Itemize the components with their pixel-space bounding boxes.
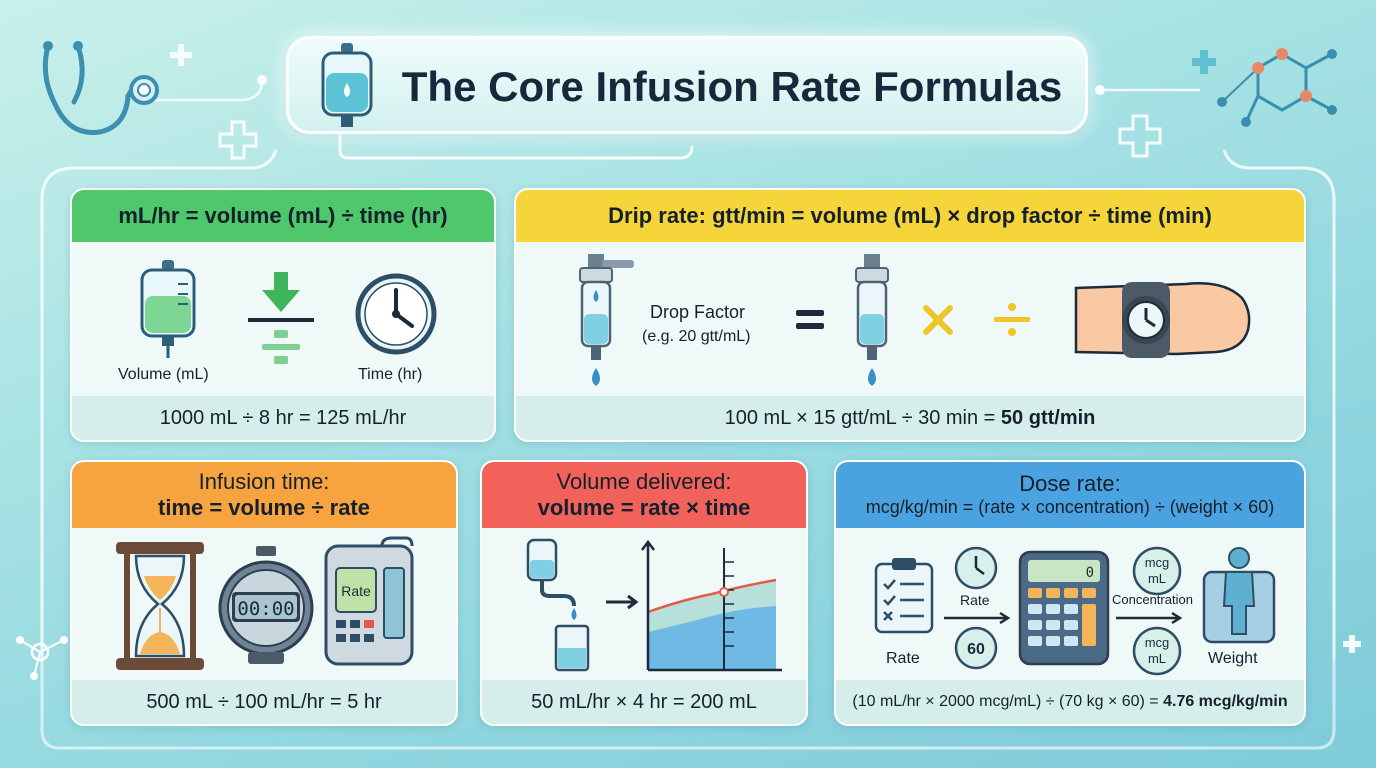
drop-factor-label: Drop Factor xyxy=(650,302,746,322)
molecule-icon xyxy=(1217,48,1337,127)
wristwatch-icon xyxy=(1074,282,1251,358)
svg-text:mcg: mcg xyxy=(1145,555,1170,570)
infusion-pump-icon: Rate xyxy=(324,536,414,666)
rate-label: Rate xyxy=(886,650,920,667)
stopwatch-icon: 00:00 xyxy=(218,546,314,664)
panel-dose-rate: Dose rate: mcg/kg/min = (rate × concentr… xyxy=(834,460,1306,726)
panel-infusion-time: Infusion time: time = volume ÷ rate 00:0… xyxy=(70,460,458,726)
stopwatch-display: 00:00 xyxy=(237,598,294,620)
formula-drip-rate: Drip rate: gtt/min = volume (mL) × drop … xyxy=(608,202,1212,228)
svg-text:mL: mL xyxy=(1148,651,1166,666)
mcg-ml-circle-icon: mcg mL xyxy=(1132,626,1182,676)
panel-header: mL/hr = volume (mL) ÷ time (hr) xyxy=(72,190,494,242)
clipboard-icon xyxy=(874,558,934,634)
panel-title: Dose rate: xyxy=(1019,471,1121,496)
formula-dose-rate: mcg/kg/min = (rate × concentration) ÷ (w… xyxy=(865,497,1275,518)
iv-to-beaker-icon xyxy=(526,538,590,672)
formula-volume-delivered: volume = rate × time xyxy=(537,495,751,520)
plus-icon xyxy=(1192,50,1216,74)
example-calculation: 50 mL/hr × 4 hr = 200 mL xyxy=(482,680,806,724)
arrow-right-icon xyxy=(606,594,639,610)
panel-header: Volume delivered: volume = rate × time xyxy=(482,462,806,528)
example-result: 50 gtt/min xyxy=(1000,406,1096,429)
pump-display: Rate xyxy=(341,583,371,599)
volume-over-time-graph xyxy=(641,539,782,672)
stethoscope-icon xyxy=(42,41,159,135)
molecule-icon xyxy=(16,636,68,680)
sixty-circle-icon: 60 xyxy=(954,626,998,670)
arrow-right-icon xyxy=(1116,611,1183,625)
drip-chamber-icon xyxy=(855,254,889,386)
example-calculation: 500 mL ÷ 100 mL/hr = 5 hr xyxy=(72,680,456,724)
panel-volume-delivered: Volume delivered: volume = rate × time 5… xyxy=(480,460,808,726)
example-result: 4.76 mcg/kg/min xyxy=(1163,693,1288,710)
plus-icon xyxy=(1118,114,1162,158)
panel-title: Infusion time: xyxy=(198,468,330,494)
formula-ml-per-hour: mL/hr = volume (mL) ÷ time (hr) xyxy=(118,202,448,228)
svg-text:60: 60 xyxy=(967,641,985,658)
weight-label: Weight xyxy=(1208,650,1258,667)
clock-icon xyxy=(954,546,998,590)
panel-drip-rate: Drip rate: gtt/min = volume (mL) × drop … xyxy=(514,188,1306,442)
iv-bag-icon xyxy=(321,43,373,127)
panel-header: Dose rate: mcg/kg/min = (rate × concentr… xyxy=(836,462,1304,528)
calculator-icon: 0 xyxy=(1018,550,1110,666)
panel-ml-per-hour: mL/hr = volume (mL) ÷ time (hr) Volume (… xyxy=(70,188,496,442)
time-label: Time (hr) xyxy=(358,366,423,383)
panel-header: Infusion time: time = volume ÷ rate xyxy=(72,462,456,528)
volume-label: Volume (mL) xyxy=(118,366,209,383)
arrow-right-icon xyxy=(944,611,1011,625)
iv-bag-icon xyxy=(140,260,196,358)
plus-icon xyxy=(1343,635,1361,653)
drop-factor-example: (e.g. 20 gtt/mL) xyxy=(642,328,751,345)
example-calculation: 1000 mL ÷ 8 hr = 125 mL/hr xyxy=(72,396,494,440)
patient-on-scale-icon xyxy=(1202,547,1276,644)
calculator-display: 0 xyxy=(1086,565,1094,581)
title-banner: The Core Infusion Rate Formulas xyxy=(286,36,1088,134)
svg-text:mL: mL xyxy=(1148,571,1166,586)
concentration-label: Concentration xyxy=(1112,592,1193,607)
plus-icon xyxy=(218,120,258,160)
drip-chamber-icon xyxy=(579,254,634,386)
panel-title: Volume delivered: xyxy=(556,468,732,494)
clock-icon xyxy=(355,273,437,355)
example-calculation: 100 mL × 15 gtt/mL ÷ 30 min = 50 gtt/min xyxy=(516,396,1304,440)
multiply-icon xyxy=(923,305,953,335)
rate-small-label: Rate xyxy=(960,592,990,608)
panel-header: Drip rate: gtt/min = volume (mL) × drop … xyxy=(516,190,1304,242)
divide-icon xyxy=(994,303,1030,336)
hourglass-icon xyxy=(116,542,204,670)
equals-icon xyxy=(796,310,824,329)
svg-text:mcg: mcg xyxy=(1145,635,1170,650)
example-calculation: (10 mL/hr × 2000 mcg/mL) ÷ (70 kg × 60) … xyxy=(836,680,1304,724)
plus-icon xyxy=(170,44,192,66)
formula-infusion-time: time = volume ÷ rate xyxy=(158,495,370,520)
mcg-ml-circle-icon: mcg mL xyxy=(1132,546,1182,596)
page-title: The Core Infusion Rate Formulas xyxy=(401,63,1063,110)
divide-icon xyxy=(248,272,314,364)
